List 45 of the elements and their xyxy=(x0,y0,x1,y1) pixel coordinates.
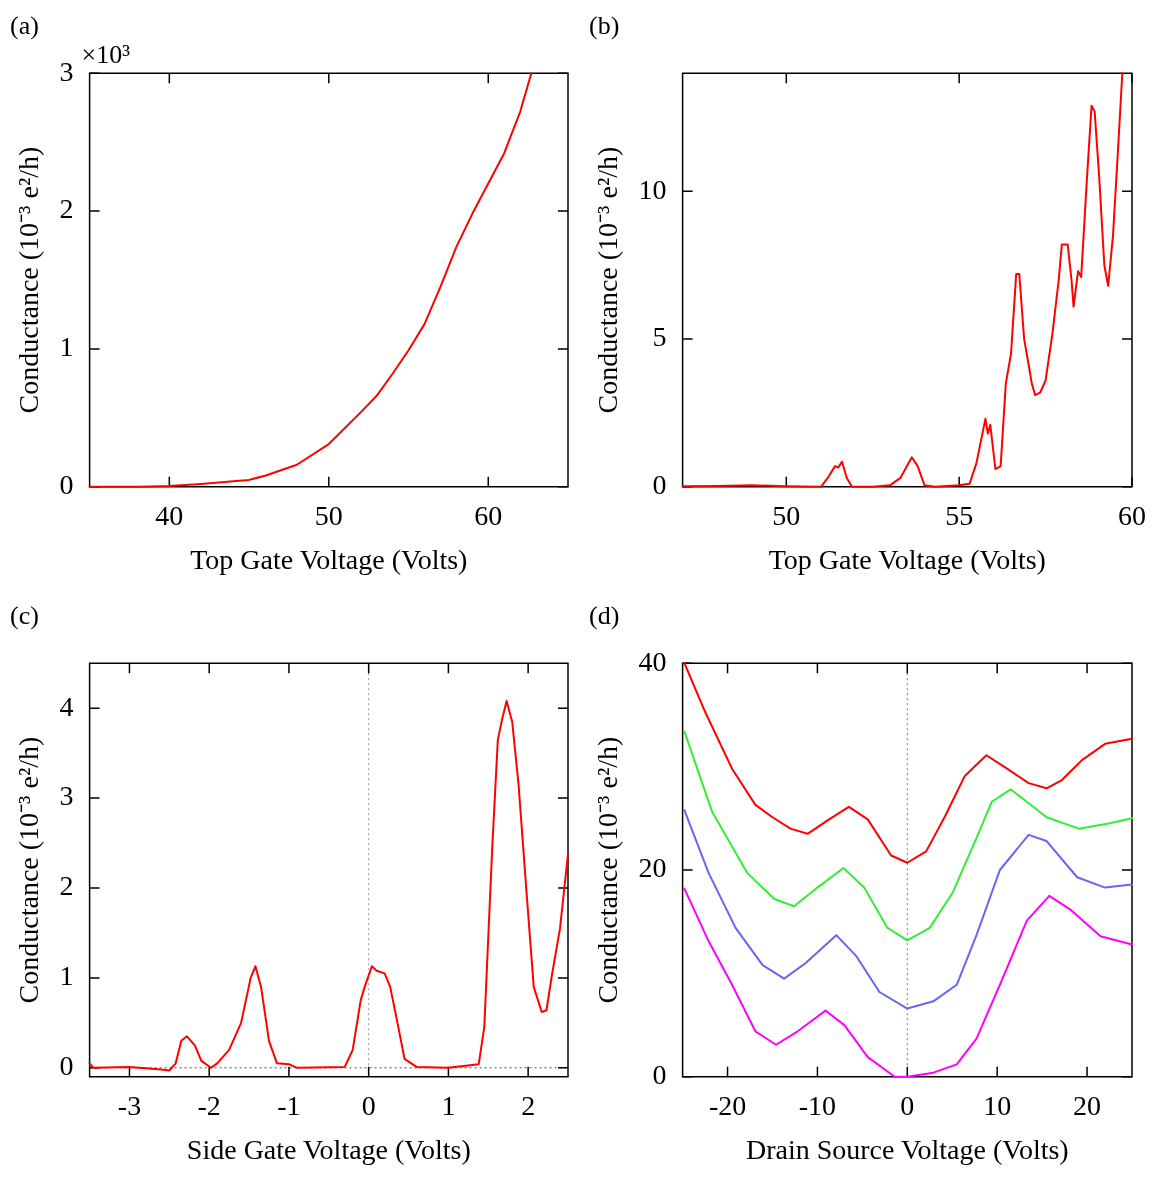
y-axis-title: Conductance (10⁻³ e²/h) xyxy=(13,736,45,1004)
y-tick-label: 2 xyxy=(59,870,74,902)
y-axis-title: Conductance (10⁻³ e²/h) xyxy=(13,146,45,414)
y-tick-label: 20 xyxy=(638,852,667,884)
y-tick-label: 40 xyxy=(638,645,667,677)
y-axis-title: Conductance (10⁻³ e²/h) xyxy=(592,736,624,1004)
x-tick-label: 60 xyxy=(1118,499,1146,531)
x-axis-title: Top Gate Voltage (Volts) xyxy=(768,543,1046,575)
x-tick-label: -3 xyxy=(117,1089,142,1121)
x-tick-label: -20 xyxy=(708,1089,747,1121)
y-tick-label: 3 xyxy=(59,780,74,812)
chart-title: (c) xyxy=(10,601,39,631)
y-tick-label: 0 xyxy=(59,469,74,501)
x-tick-label: 40 xyxy=(155,499,184,531)
x-axis-title: Top Gate Voltage (Volts) xyxy=(190,543,468,575)
x-tick-label: -10 xyxy=(798,1089,837,1121)
x-tick-label: 1 xyxy=(441,1089,456,1121)
x-tick-label: -1 xyxy=(277,1089,301,1121)
text: ×10³ xyxy=(81,40,131,70)
chart-title: (d) xyxy=(589,601,620,631)
x-tick-label: 60 xyxy=(474,499,503,531)
x-tick-label: 0 xyxy=(361,1089,376,1121)
x-tick-label: 10 xyxy=(983,1089,1012,1121)
x-tick-label: 20 xyxy=(1073,1089,1102,1121)
x-tick-label: -2 xyxy=(197,1089,221,1121)
y-tick-label: 0 xyxy=(59,1050,74,1082)
y-tick-label: 0 xyxy=(652,1059,667,1091)
y-tick-label: 4 xyxy=(59,690,74,722)
chart-title: (b) xyxy=(589,11,620,41)
y-tick-label: 0 xyxy=(652,469,667,501)
x-tick-label: 0 xyxy=(900,1089,915,1121)
x-tick-label: 2 xyxy=(521,1089,536,1121)
x-tick-label: 55 xyxy=(945,499,974,531)
y-tick-label: 5 xyxy=(652,321,667,353)
y-tick-label: 1 xyxy=(59,960,74,992)
y-tick-label: 10 xyxy=(638,173,667,205)
x-tick-label: 50 xyxy=(772,499,801,531)
y-tick-label: 3 xyxy=(59,55,74,87)
x-axis-title: Side Gate Voltage (Volts) xyxy=(186,1133,471,1165)
y-axis-title: Conductance (10⁻³ e²/h) xyxy=(592,146,624,414)
y-tick-label: 2 xyxy=(59,193,74,225)
x-tick-label: 50 xyxy=(314,499,343,531)
x-axis-title: Drain Source Voltage (Volts) xyxy=(745,1133,1069,1165)
chart-title: (a) xyxy=(10,11,39,41)
y-tick-label: 1 xyxy=(59,331,74,363)
